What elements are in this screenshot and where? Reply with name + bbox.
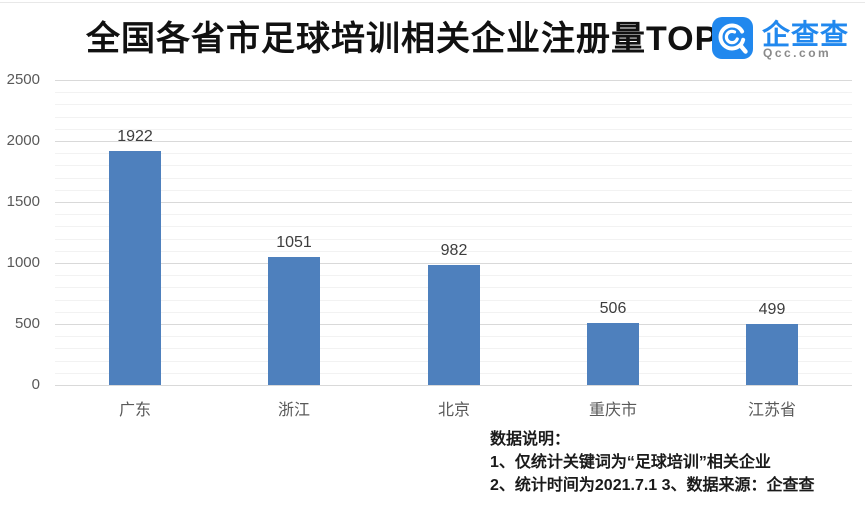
minor-gridline (55, 251, 852, 252)
major-gridline (55, 202, 852, 203)
minor-gridline (55, 165, 852, 166)
minor-gridline (55, 129, 852, 130)
bar-浙江 (268, 257, 320, 385)
y-axis-tick-label: 0 (31, 376, 40, 393)
bar-value-label: 506 (599, 300, 627, 317)
page-title: 全国各省市足球培训相关企业注册量TOP5 (86, 20, 739, 58)
y-axis-tick-label: 500 (14, 315, 40, 332)
bar-北京 (428, 265, 480, 385)
minor-gridline (55, 92, 852, 93)
minor-gridline (55, 117, 852, 118)
x-axis-category-label: 北京 (437, 402, 470, 419)
y-axis-tick-label: 1500 (6, 193, 40, 210)
logo-brand-text: 企查查 (762, 19, 850, 50)
y-axis-tick-label: 2000 (6, 132, 40, 149)
top-divider (0, 2, 865, 3)
major-gridline (55, 141, 852, 142)
qichacha-logo-icon (712, 17, 753, 59)
y-axis-tick-label: 1000 (6, 254, 40, 271)
minor-gridline (55, 214, 852, 215)
minor-gridline (55, 190, 852, 191)
bar-value-label: 499 (758, 301, 786, 318)
minor-gridline (55, 153, 852, 154)
magnifier-spiral-icon (718, 23, 748, 54)
bar-江苏省 (746, 324, 798, 385)
major-gridline (55, 263, 852, 264)
data-notes: 数据说明： 1、仅统计关键词为“足球培训”相关企业 2、统计时间为2021.7.… (490, 428, 815, 497)
notes-heading: 数据说明： (490, 431, 571, 448)
logo-domain-text: Qcc.com (763, 46, 832, 60)
minor-gridline (55, 239, 852, 240)
bar-value-label: 1051 (276, 234, 312, 251)
major-gridline (55, 80, 852, 81)
x-axis-category-label: 江苏省 (747, 402, 796, 419)
notes-line-1: 1、仅统计关键词为“足球培训”相关企业 (490, 454, 771, 471)
bar-广东 (109, 151, 161, 385)
minor-gridline (55, 104, 852, 105)
y-axis-tick-label: 2500 (6, 71, 40, 88)
bar-重庆市 (587, 323, 639, 385)
notes-line-2: 2、统计时间为2021.7.1 3、数据来源：企查查 (490, 477, 815, 494)
bar-value-label: 1922 (117, 128, 153, 145)
x-axis-category-label: 重庆市 (588, 402, 637, 419)
x-axis-category-label: 广东 (118, 402, 151, 419)
minor-gridline (55, 226, 852, 227)
x-axis-category-label: 浙江 (277, 402, 310, 419)
minor-gridline (55, 178, 852, 179)
major-gridline (55, 385, 852, 386)
bar-value-label: 982 (440, 242, 468, 259)
